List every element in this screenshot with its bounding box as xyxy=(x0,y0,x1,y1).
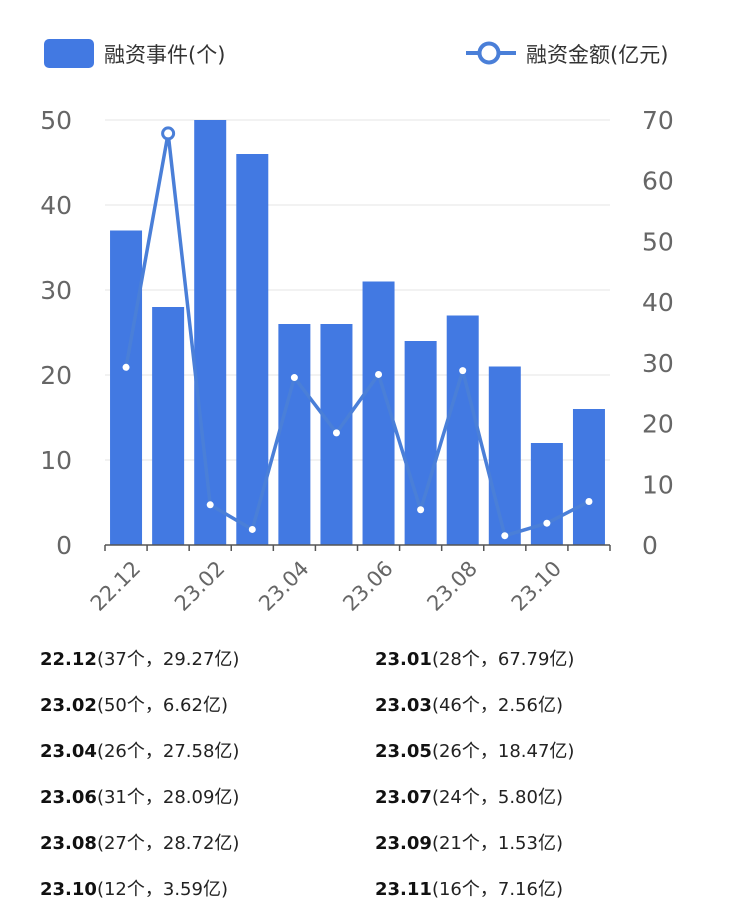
summary-month: 23.03 xyxy=(375,695,432,716)
y-right-tick-label: 40 xyxy=(642,288,674,317)
summary-item: 22.12(37个，29.27亿) xyxy=(40,648,375,672)
bar xyxy=(194,120,227,545)
line-point xyxy=(206,501,214,509)
summary-month: 23.06 xyxy=(40,787,97,808)
y-left-tick-label: 50 xyxy=(40,106,72,135)
summary-detail: (24个，5.80亿) xyxy=(431,787,563,808)
y-right-tick-label: 0 xyxy=(642,531,658,560)
x-tick-label: 23.04 xyxy=(254,556,313,615)
financing-chart: 融资事件(个) 融资金额(亿元) 22.12 23.02 23.04 23.06 23.… xyxy=(40,39,674,616)
summary-item: 23.08(27个，28.72亿) xyxy=(40,832,375,856)
summary-month: 23.10 xyxy=(40,879,97,900)
summary-list: 22.12(37个，29.27亿) 23.01(28个，67.79亿) 23.02(… xyxy=(40,648,720,902)
summary-month: 22.12 xyxy=(40,649,97,670)
line-point xyxy=(375,370,383,378)
line-point xyxy=(543,519,551,527)
bar xyxy=(488,366,521,545)
summary-item: 23.11(16个，7.16亿) xyxy=(375,878,710,902)
x-tick-label: 23.10 xyxy=(507,556,566,615)
summary-detail: (21个，1.53亿) xyxy=(431,833,563,854)
bar-series xyxy=(110,120,605,545)
x-tick-label: 23.02 xyxy=(170,556,229,615)
line-point xyxy=(501,532,509,540)
line-point xyxy=(417,506,425,514)
bar xyxy=(110,230,143,545)
summary-detail: (12个，3.59亿) xyxy=(96,879,228,900)
x-tick-label: 22.12 xyxy=(86,556,145,615)
line-path xyxy=(124,131,590,538)
y-right-tick-label: 50 xyxy=(642,227,674,256)
summary-item: 23.07(24个，5.80亿) xyxy=(375,786,710,810)
y-right-tick-label: 20 xyxy=(642,410,674,439)
summary-month: 23.08 xyxy=(40,833,97,854)
y-left-tick-label: 10 xyxy=(40,446,72,475)
bar xyxy=(530,443,563,545)
bar xyxy=(446,315,479,545)
line-point xyxy=(585,498,593,506)
summary-detail: (16个，7.16亿) xyxy=(431,879,563,900)
bar xyxy=(236,154,269,545)
legend-bar-label: 融资事件(个) xyxy=(104,43,225,67)
summary-item: 23.05(26个，18.47亿) xyxy=(375,740,710,764)
y-right-tick-label: 10 xyxy=(642,470,674,499)
y-right-tick-label: 30 xyxy=(642,349,674,378)
summary-detail: (50个，6.62亿) xyxy=(96,695,228,716)
gridlines xyxy=(105,119,610,461)
summary-item: 23.04(26个，27.58亿) xyxy=(40,740,375,764)
summary-item: 23.10(12个，3.59亿) xyxy=(40,878,375,902)
summary-month: 23.09 xyxy=(375,833,432,854)
line-point xyxy=(290,374,298,382)
chart-legend[interactable]: 融资事件(个) 融资金额(亿元) xyxy=(44,39,668,68)
summary-item: 23.01(28个，67.79亿) xyxy=(375,648,710,672)
summary-month: 23.01 xyxy=(375,649,432,670)
summary-month: 23.07 xyxy=(375,787,432,808)
legend-line-label: 融资金额(亿元) xyxy=(526,43,668,67)
summary-month: 23.05 xyxy=(375,741,432,762)
summary-detail: (26个，27.58亿) xyxy=(96,741,240,762)
y-right-tick-label: 70 xyxy=(642,106,674,135)
bar xyxy=(152,307,185,545)
summary-detail: (46个，2.56亿) xyxy=(431,695,563,716)
summary-detail: (26个，18.47亿) xyxy=(431,741,575,762)
y-right-tick-label: 60 xyxy=(642,167,674,196)
summary-item: 23.03(46个，2.56亿) xyxy=(375,694,710,718)
bar xyxy=(572,409,605,545)
line-point xyxy=(122,363,130,371)
summary-item: 23.06(31个，28.09亿) xyxy=(40,786,375,810)
bar xyxy=(278,324,311,545)
legend-line-marker xyxy=(477,41,501,65)
summary-detail: (28个，67.79亿) xyxy=(431,649,575,670)
y-left-tick-label: 30 xyxy=(40,276,72,305)
summary-item: 23.09(21个，1.53亿) xyxy=(375,832,710,856)
summary-month: 23.02 xyxy=(40,695,97,716)
x-tick-label: 23.08 xyxy=(422,556,481,615)
y-left-tick-label: 20 xyxy=(40,361,72,390)
summary-month: 23.04 xyxy=(40,741,97,762)
summary-detail: (31个，28.09亿) xyxy=(96,787,240,808)
x-tick-label: 23.06 xyxy=(338,556,397,615)
bar xyxy=(404,341,437,545)
line-point xyxy=(161,126,176,141)
line-series xyxy=(122,126,593,540)
summary-item: 23.02(50个，6.62亿) xyxy=(40,694,375,718)
y-left-tick-label: 40 xyxy=(40,191,72,220)
summary-detail: (27个，28.72亿) xyxy=(96,833,240,854)
summary-detail: (37个，29.27亿) xyxy=(96,649,240,670)
line-point xyxy=(332,429,340,437)
line-point xyxy=(459,367,467,375)
line-point xyxy=(248,525,256,533)
summary-month: 23.11 xyxy=(375,879,432,900)
legend-bar-swatch xyxy=(44,39,94,68)
y-left-tick-label: 0 xyxy=(56,531,72,560)
